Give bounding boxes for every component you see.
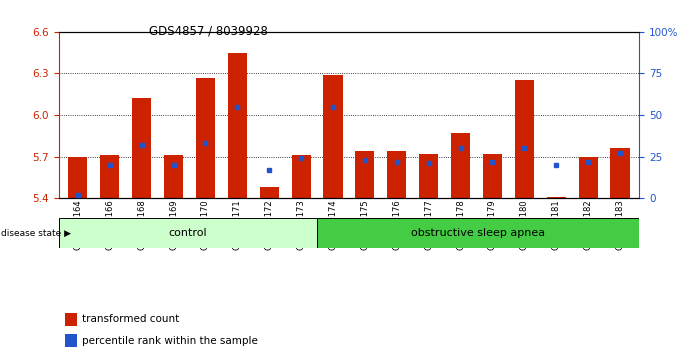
Bar bbox=[196, 78, 215, 198]
Bar bbox=[317, 218, 639, 248]
Bar bbox=[515, 80, 534, 198]
Bar bbox=[355, 151, 375, 198]
Bar bbox=[483, 154, 502, 198]
Bar bbox=[547, 197, 566, 198]
Bar bbox=[260, 187, 278, 198]
Bar bbox=[292, 155, 311, 198]
Text: transformed count: transformed count bbox=[82, 314, 179, 325]
Bar bbox=[59, 218, 317, 248]
Bar bbox=[451, 133, 470, 198]
Bar bbox=[100, 155, 120, 198]
Bar bbox=[164, 155, 183, 198]
Bar bbox=[228, 53, 247, 198]
Bar bbox=[610, 148, 630, 198]
Bar bbox=[419, 154, 438, 198]
Bar bbox=[132, 98, 151, 198]
Bar bbox=[64, 334, 77, 347]
Text: disease state ▶: disease state ▶ bbox=[1, 228, 70, 238]
Bar bbox=[68, 156, 88, 198]
Text: obstructive sleep apnea: obstructive sleep apnea bbox=[411, 228, 545, 238]
Bar bbox=[323, 75, 343, 198]
Bar bbox=[387, 151, 406, 198]
Bar bbox=[64, 313, 77, 326]
Bar bbox=[578, 156, 598, 198]
Text: percentile rank within the sample: percentile rank within the sample bbox=[82, 336, 258, 346]
Text: GDS4857 / 8039928: GDS4857 / 8039928 bbox=[149, 25, 267, 38]
Text: control: control bbox=[169, 228, 207, 238]
